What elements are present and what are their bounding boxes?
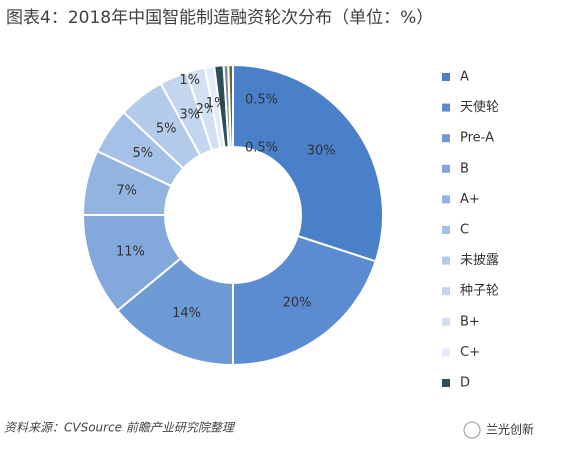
legend-label: A+ (460, 192, 480, 207)
legend-swatch (442, 287, 450, 296)
watermark: 兰光创新 (486, 422, 534, 437)
legend-swatch (442, 379, 450, 387)
legend-swatch (442, 256, 450, 265)
data-label: 30% (307, 143, 336, 158)
donut-slice (232, 234, 377, 367)
legend-swatch (442, 317, 450, 326)
data-label: 3% (179, 107, 200, 122)
legend-label: C+ (460, 345, 480, 360)
legend-swatch (442, 103, 450, 112)
data-label: 7% (116, 184, 137, 199)
legend-swatch (442, 134, 450, 143)
data-label: 0.5% (245, 141, 278, 156)
legend-label: Pre-A (460, 131, 494, 146)
legend-label: A (460, 70, 469, 85)
legend-label: B (460, 161, 469, 176)
data-label: 11% (116, 244, 145, 259)
data-label: 0.5% (245, 93, 278, 108)
data-label: 1% (206, 96, 227, 111)
donut-slice (232, 63, 384, 263)
donut-slice (227, 63, 234, 149)
data-label: 14% (172, 306, 201, 321)
legend-label: 种子轮 (460, 284, 499, 299)
legend-label: B+ (460, 314, 480, 329)
legend-swatch (442, 348, 450, 357)
data-label: 20% (283, 296, 312, 311)
data-label: 5% (133, 146, 154, 161)
watermark-icon (463, 421, 481, 439)
data-label: 5% (156, 121, 177, 136)
legend-label: 未披露 (460, 253, 499, 268)
legend-label: D (460, 376, 470, 391)
legend-swatch (442, 226, 450, 234)
data-label: 2% (196, 102, 217, 117)
legend-swatch (442, 164, 450, 173)
source-note: 资料来源：CVSource 前瞻产业研究院整理 (4, 421, 236, 435)
legend-label: C (460, 223, 469, 238)
legend-swatch (442, 195, 450, 204)
chart-title: 图表4：2018年中国智能制造融资轮次分布（单位：%） (6, 8, 433, 28)
legend-label: 天使轮 (460, 99, 499, 115)
data-label: 1% (179, 73, 200, 88)
legend-swatch (442, 73, 450, 81)
